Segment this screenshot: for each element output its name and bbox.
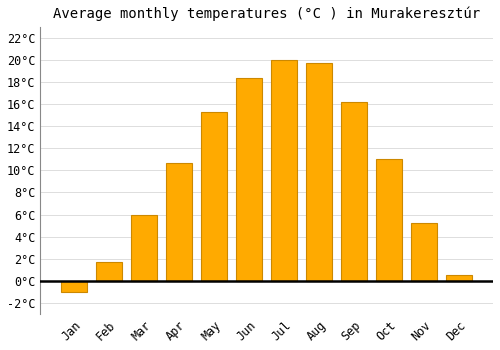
Bar [236,78,262,281]
Bar [61,281,87,292]
Title: Average monthly temperatures (°C ) in Murakeresztúr: Average monthly temperatures (°C ) in Mu… [53,7,480,21]
Bar [131,215,157,281]
Bar [96,262,122,281]
Bar [446,275,472,281]
Bar [166,163,192,281]
Bar [376,159,402,281]
Bar [201,112,228,281]
Bar [271,60,297,281]
Bar [411,223,438,281]
Bar [341,102,367,281]
Bar [306,63,332,281]
